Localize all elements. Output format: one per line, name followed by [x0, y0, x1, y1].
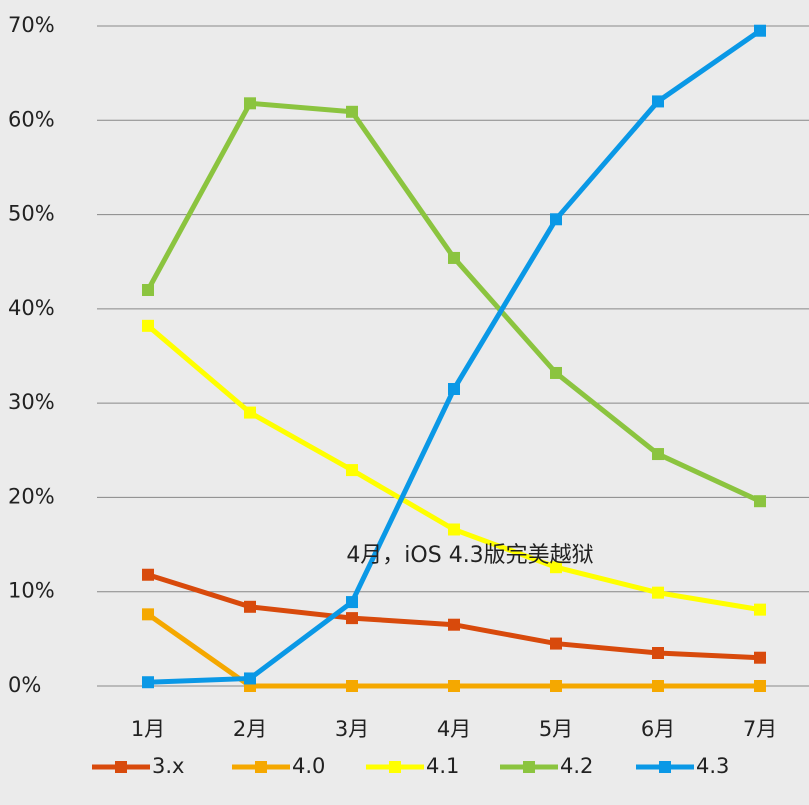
- y-tick-label: 70%: [8, 13, 55, 37]
- legend-marker: [659, 761, 671, 773]
- x-tick-label: 5月: [539, 717, 573, 741]
- marker: [346, 464, 358, 477]
- marker: [244, 672, 256, 685]
- marker: [550, 637, 562, 650]
- x-tick-label: 4月: [437, 717, 471, 741]
- marker: [244, 600, 256, 613]
- legend-entry: 4.1: [366, 754, 459, 778]
- marker: [754, 24, 766, 37]
- x-tick-label: 3月: [335, 717, 369, 741]
- line: [147, 28, 762, 685]
- x-tick-label: 1月: [131, 717, 165, 741]
- marker: [346, 596, 358, 609]
- y-tick-label: 50%: [8, 202, 55, 226]
- series: [142, 319, 766, 616]
- y-tick-label: 40%: [8, 296, 55, 320]
- marker: [652, 95, 664, 108]
- marker: [754, 603, 766, 616]
- series: [142, 97, 766, 508]
- marker: [142, 284, 154, 296]
- line: [145, 100, 762, 504]
- line: [147, 572, 761, 661]
- marker: [142, 319, 154, 332]
- legend-label: 4.3: [696, 754, 729, 778]
- legend-label: 4.2: [560, 754, 593, 778]
- marker: [550, 680, 562, 692]
- x-tick-label: 6月: [641, 717, 675, 741]
- marker: [448, 680, 460, 692]
- series: [142, 568, 766, 664]
- marker: [448, 523, 460, 536]
- marker: [448, 383, 460, 395]
- marker: [346, 680, 358, 692]
- marker: [754, 680, 766, 692]
- legend-entry: 4.0: [232, 754, 325, 778]
- y-tick-label: 30%: [8, 390, 55, 414]
- marker: [754, 495, 766, 508]
- legend-marker: [389, 761, 401, 773]
- legend-label: 3.x: [152, 754, 184, 778]
- y-tick-label: 0%: [8, 673, 41, 697]
- marker: [652, 586, 664, 599]
- y-tick-label: 10%: [8, 579, 55, 603]
- x-tick-label: 2月: [233, 717, 267, 741]
- marker: [346, 105, 358, 118]
- marker: [142, 676, 154, 689]
- plot: 0% 10% 20% 30% 40% 50% 60% 70% 1月 2月 3月 4月 5月 6月 7月 3.x…: [8, 13, 809, 778]
- series: [142, 24, 766, 689]
- x-tick-label: 7月: [743, 717, 777, 741]
- legend-marker: [523, 761, 535, 773]
- y-tick-label: 60%: [8, 107, 55, 131]
- marker: [652, 680, 664, 692]
- marker: [346, 612, 358, 625]
- marker: [652, 448, 664, 461]
- legend-marker: [115, 761, 127, 773]
- legend-label: 4.1: [426, 754, 459, 778]
- marker: [652, 647, 664, 659]
- marker: [244, 97, 256, 110]
- marker: [550, 561, 562, 574]
- marker: [754, 651, 766, 664]
- legend-entry: 4.3: [636, 754, 729, 778]
- legend-entry: 4.2: [500, 754, 593, 778]
- annotation: 4月，iOS 4.3版完美越狱: [346, 543, 593, 568]
- marker: [142, 608, 154, 621]
- y-tick-label: 20%: [8, 484, 55, 508]
- legend-marker: [255, 761, 267, 773]
- marker: [448, 618, 460, 631]
- marker: [142, 568, 154, 581]
- marker: [448, 251, 460, 264]
- marker: [550, 366, 562, 379]
- marker: [244, 406, 256, 419]
- legend-label: 4.0: [292, 754, 325, 778]
- legend-entry: 3.x: [92, 754, 184, 778]
- marker: [550, 213, 562, 226]
